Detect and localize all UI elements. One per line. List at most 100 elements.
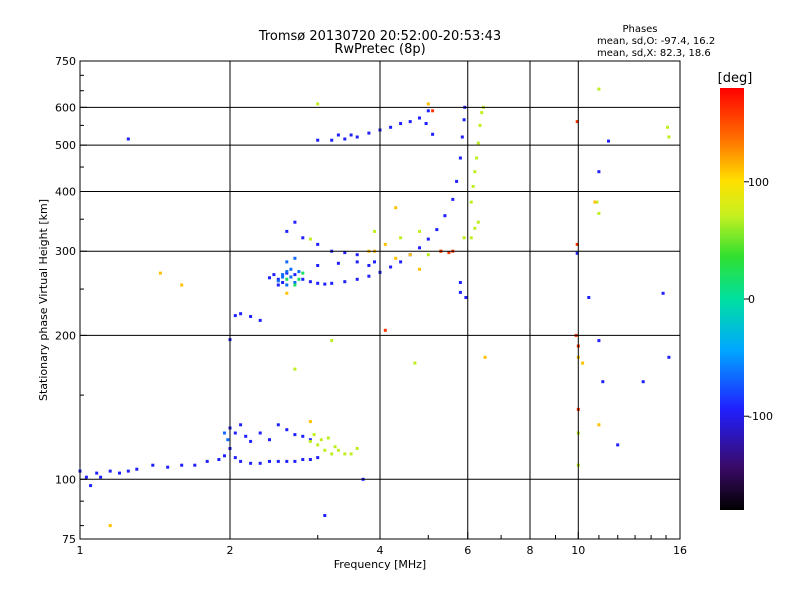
colorbar-ticks: 100 0 -100 <box>744 176 773 423</box>
data-point <box>473 170 477 174</box>
data-point <box>469 236 473 240</box>
data-point <box>293 433 297 437</box>
data-point <box>431 109 435 113</box>
data-point <box>581 361 585 365</box>
data-point <box>330 339 334 343</box>
data-point <box>469 200 473 204</box>
stats-line-x: mean, sd,X: 82.3, 18.6 <box>597 48 711 59</box>
data-point <box>373 229 376 233</box>
colorbar-tick-label: -100 <box>748 410 773 423</box>
data-point <box>126 137 130 141</box>
data-point <box>285 260 289 264</box>
data-point <box>258 318 262 322</box>
data-point <box>399 236 403 240</box>
scatter-points <box>78 87 671 528</box>
data-point <box>285 459 289 463</box>
data-point <box>478 123 482 127</box>
data-point <box>607 139 610 143</box>
data-point <box>597 170 601 174</box>
x-tick-label: 10 <box>571 544 585 557</box>
data-point <box>268 459 271 463</box>
data-point <box>293 273 297 277</box>
data-point <box>418 229 421 233</box>
data-point <box>316 443 320 447</box>
data-point <box>367 274 371 278</box>
data-point <box>476 141 480 145</box>
data-point <box>316 242 320 246</box>
data-point <box>239 312 243 316</box>
data-point <box>597 423 601 427</box>
data-point <box>233 431 237 435</box>
data-point <box>336 448 340 452</box>
data-point <box>597 211 601 215</box>
data-point <box>272 273 276 277</box>
data-point <box>641 380 645 384</box>
data-point <box>480 111 484 115</box>
data-point <box>95 471 99 475</box>
data-point <box>281 275 285 279</box>
data-point <box>316 138 320 142</box>
colorbar-tick-label: 100 <box>748 176 769 189</box>
data-point <box>389 125 393 129</box>
data-point <box>426 237 430 241</box>
data-point <box>108 469 112 473</box>
data-point <box>297 277 301 281</box>
data-point <box>84 475 88 479</box>
data-point <box>373 260 376 264</box>
data-point <box>193 463 197 467</box>
data-point <box>308 458 312 461</box>
data-point <box>595 200 599 204</box>
data-point <box>223 454 226 458</box>
colorbar-tick-label: 0 <box>748 293 755 306</box>
data-point <box>276 277 280 281</box>
data-point <box>349 452 353 456</box>
data-point <box>661 291 665 295</box>
data-point <box>293 367 297 371</box>
data-point <box>316 102 320 106</box>
data-point <box>205 459 209 463</box>
data-point <box>418 246 421 250</box>
stats-heading: Phases <box>622 24 657 35</box>
data-point <box>575 120 579 124</box>
data-point <box>258 431 262 435</box>
y-tick-label: 75 <box>62 533 76 546</box>
data-point <box>575 251 579 255</box>
data-point <box>408 253 412 257</box>
data-point <box>99 475 103 479</box>
data-point <box>126 469 130 473</box>
data-point <box>330 281 334 285</box>
data-point <box>418 116 421 120</box>
data-point <box>301 236 305 240</box>
data-point <box>301 458 305 461</box>
data-point <box>426 102 430 106</box>
x-tick-label: 4 <box>377 544 384 557</box>
colorbar <box>720 88 744 510</box>
data-point <box>616 443 620 447</box>
data-point <box>268 276 271 280</box>
data-point <box>667 355 671 359</box>
data-point <box>323 448 327 452</box>
data-point <box>462 118 466 122</box>
data-point <box>597 339 601 343</box>
data-point <box>239 423 243 427</box>
grid <box>80 61 680 539</box>
data-point <box>355 277 359 281</box>
data-point <box>601 380 605 384</box>
data-point <box>293 459 297 463</box>
data-point <box>367 131 371 135</box>
data-point <box>180 463 184 467</box>
data-point <box>460 135 464 139</box>
data-point <box>355 447 359 450</box>
data-point <box>239 459 243 463</box>
data-point <box>226 438 230 442</box>
data-point <box>151 463 155 467</box>
data-point <box>223 431 226 435</box>
data-point <box>276 459 280 463</box>
data-point <box>394 256 398 260</box>
data-point <box>319 438 323 442</box>
data-point <box>383 328 387 332</box>
x-axis-label: Frequency [MHz] <box>334 558 426 571</box>
data-point <box>233 456 237 460</box>
data-point <box>289 275 293 279</box>
